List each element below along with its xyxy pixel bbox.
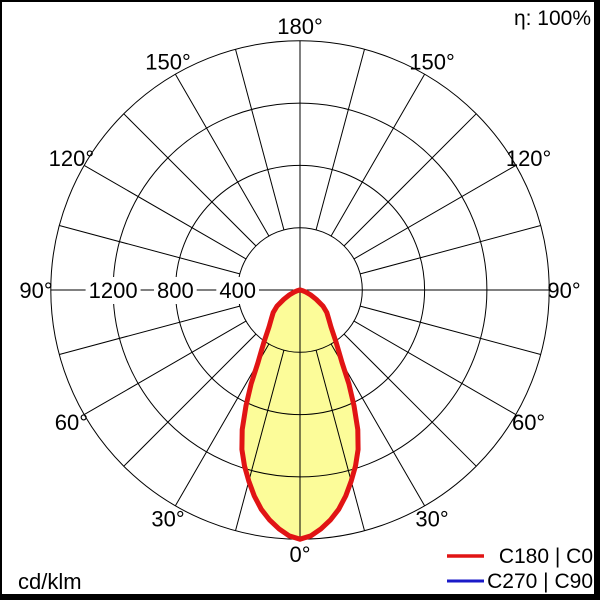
- grid-spoke-15-left: [235, 350, 285, 531]
- grid-spoke-60-right: [353, 320, 517, 416]
- angle-label-30-right: 30°: [415, 507, 448, 532]
- angle-label-180: 180°: [277, 14, 323, 39]
- grid-spoke-150-right: [330, 73, 426, 237]
- polar-plot-group: 400 800 1200 0° 30° 30° 60° 60° 90° 90° 120° 120° 15…: [19, 14, 580, 567]
- grid-spoke-165-right: [315, 49, 365, 230]
- legend-label-c180-c0: C180 | C0: [499, 545, 593, 568]
- grid-spoke-45-left: [123, 333, 257, 467]
- angle-label-120-right: 120°: [506, 146, 552, 171]
- radial-label-1200: 1200: [89, 278, 138, 303]
- grid-spoke-15-right: [315, 350, 365, 531]
- grid-spoke-120-right: [353, 164, 517, 260]
- radial-label-400: 400: [219, 278, 256, 303]
- grid-spoke-105-right: [360, 225, 541, 275]
- angle-label-90-right: 90°: [547, 278, 580, 303]
- radial-label-800: 800: [157, 278, 194, 303]
- angle-label-30-left: 30°: [151, 507, 184, 532]
- grid-spoke-45-right: [343, 333, 477, 467]
- radial-label-bg-400: [216, 277, 259, 304]
- unit-label: cd/klm: [18, 569, 82, 594]
- angle-label-60-left: 60°: [55, 410, 88, 435]
- efficiency-label: η: 100%: [514, 7, 591, 30]
- grid-spoke-60-left: [83, 320, 247, 416]
- grid-spoke-165-left: [235, 49, 285, 230]
- angle-label-150-left: 150°: [145, 49, 191, 74]
- frame-border-bottom: [0, 594, 600, 600]
- grid-spoke-120-left: [83, 164, 247, 260]
- grid-spoke-135-right: [343, 113, 477, 247]
- angle-label-120-left: 120°: [49, 146, 95, 171]
- radial-label-bg-800: [154, 277, 197, 304]
- grid-spoke-150-left: [174, 73, 270, 237]
- angle-label-90-left: 90°: [19, 278, 52, 303]
- angle-label-150-right: 150°: [409, 49, 455, 74]
- angle-label-0: 0°: [289, 542, 310, 567]
- grid-spoke-75-left: [59, 305, 240, 355]
- radial-label-bg-1200: [85, 277, 141, 304]
- legend: C180 | C0 C270 | C90: [447, 545, 593, 593]
- grid-spoke-135-left: [123, 113, 257, 247]
- curve-c180-c0: [239, 287, 361, 542]
- frame-border-right: [594, 0, 600, 600]
- grid-spoke-75-right: [360, 305, 541, 355]
- grid-spoke-105-left: [59, 225, 240, 275]
- angle-label-60-right: 60°: [512, 410, 545, 435]
- legend-label-c270-c90: C270 | C90: [487, 570, 593, 593]
